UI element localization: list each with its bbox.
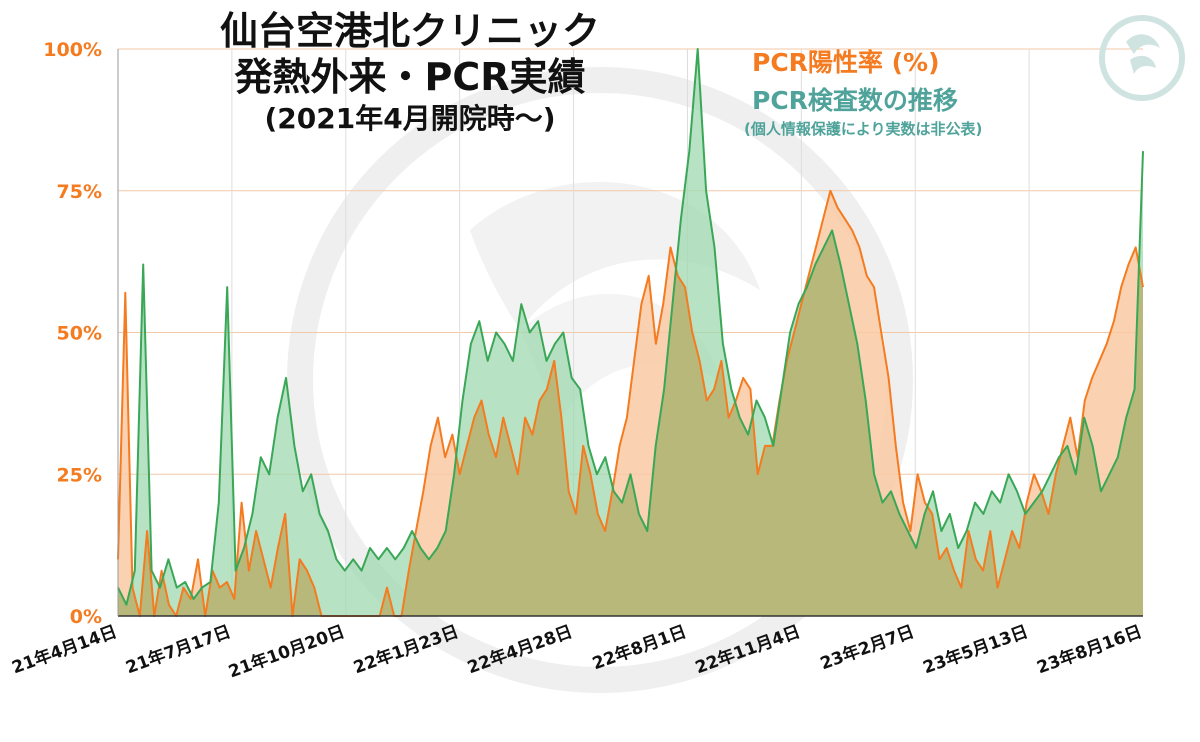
y-tick-label: 50% [57, 323, 102, 345]
x-tick-label: 23年5月13日 [920, 621, 1031, 678]
title-period: (2021年4月開院時～) [264, 102, 556, 135]
legend-tests-note: (個人情報保護により実数は非公表) [744, 120, 983, 138]
area-fills [118, 49, 1143, 617]
legend-positivity: PCR陽性率 (%) [752, 48, 940, 77]
clinic-watermark-icon [287, 67, 913, 693]
series-lines [117, 48, 1144, 617]
title-clinic-name: 仙台空港北クリニック [219, 9, 600, 53]
y-tick-label: 75% [57, 181, 102, 203]
legend-tests: PCR検査数の推移 [752, 86, 958, 115]
chart-title: 仙台空港北クリニック 発熱外来・PCR実績 (2021年4月開院時～) [150, 8, 670, 138]
tests-line [117, 48, 1144, 606]
positivity-line [117, 189, 1144, 617]
x-tick-label: 21年10月20日 [226, 621, 348, 682]
legend: PCR陽性率 (%) PCR検査数の推移 (個人情報保護により実数は非公表) [744, 46, 982, 140]
y-tick-labels: 0% 25% 50% 75% 100% [43, 39, 102, 628]
x-tick-label: 23年2月7日 [817, 621, 917, 674]
x-tick-label: 21年4月14日 [9, 621, 120, 678]
y-tick-label: 0% [70, 606, 102, 628]
title-subject: 発熱外来・PCR実績 [234, 55, 586, 99]
y-tick-label: 25% [57, 464, 102, 486]
clinic-logo-icon [1099, 15, 1185, 101]
x-tick-label: 23年8月16日 [1034, 621, 1145, 678]
y-tick-label: 100% [43, 39, 102, 61]
x-tick-label: 21年7月17日 [123, 621, 234, 678]
axes [117, 49, 1143, 617]
